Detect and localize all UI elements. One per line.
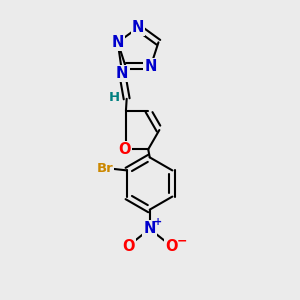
Text: O: O <box>118 142 131 157</box>
Text: +: + <box>154 218 162 227</box>
Text: H: H <box>109 91 120 104</box>
Text: O: O <box>122 239 135 254</box>
Text: O: O <box>165 239 177 254</box>
Text: N: N <box>112 35 124 50</box>
Text: −: − <box>177 235 188 248</box>
Text: N: N <box>145 59 157 74</box>
Text: N: N <box>116 66 128 81</box>
Text: Br: Br <box>96 162 113 176</box>
Text: N: N <box>132 20 144 35</box>
Text: N: N <box>143 221 156 236</box>
